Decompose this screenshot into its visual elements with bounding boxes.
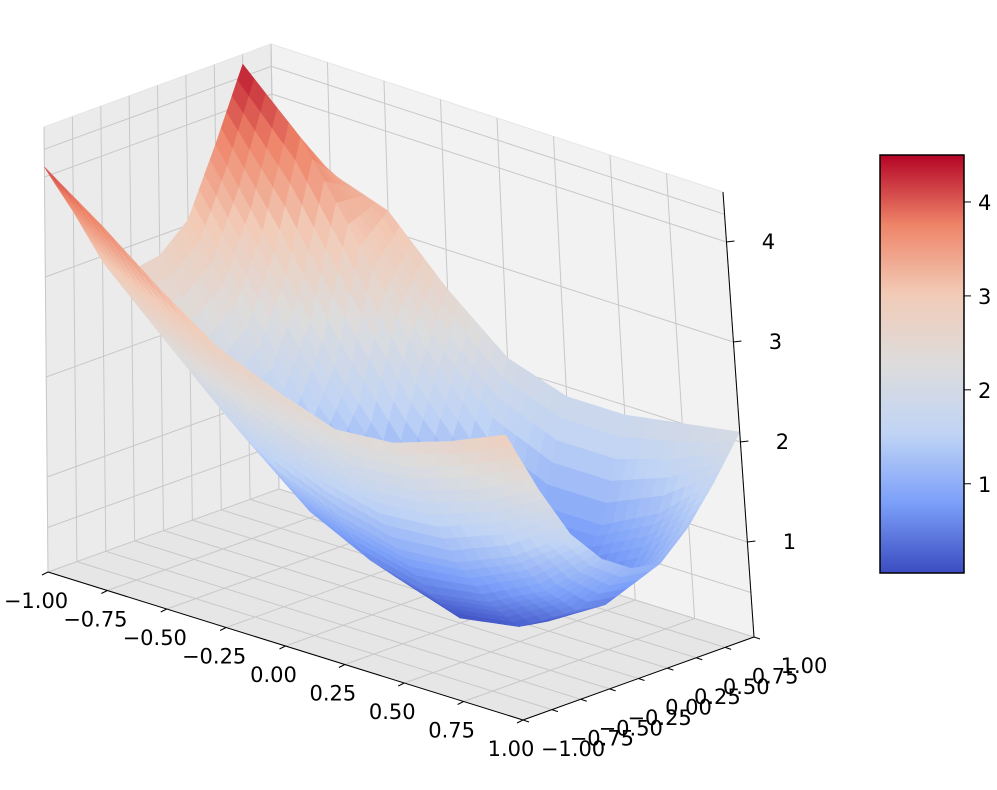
y-gridline [128,95,610,690]
x-tick-label: 1.00 [488,737,535,761]
x-tick [41,571,49,576]
y-tick [667,667,674,671]
y-tick-label: −0.50 [599,716,663,740]
x-tick [338,664,346,668]
x-tick-label: −0.25 [182,645,246,669]
y-tick [551,709,559,713]
y-tick-label: 0.00 [665,696,712,720]
colorbar-tick-label: 3 [978,285,991,309]
y-tick [753,636,761,640]
y-tick [638,678,645,681]
y-tick-label: −0.75 [570,727,634,751]
x-tick-label: −0.75 [63,608,127,632]
z-tick [733,340,742,343]
y-tick [522,719,530,723]
y-tick-label: −1.00 [541,737,605,761]
x-tick [219,627,227,631]
colorbar-tick-label: 2 [978,379,991,403]
y-tick [580,698,587,702]
z-tick [726,240,735,243]
surface-mesh [44,63,741,627]
colorbar-tick-label: 1 [978,473,991,497]
x-tick-label: 0.75 [428,719,475,743]
z-tick-label: 4 [762,230,775,254]
z-tick-label: 3 [769,330,782,354]
x-tick-label: 0.00 [250,663,297,687]
x-tick [516,719,524,724]
y-tick-label: −0.25 [627,706,691,730]
x-tick-label: −0.50 [123,626,187,650]
x-tick [160,608,167,613]
y-tick-label: 0.75 [752,664,799,688]
z-tick-label: 1 [783,530,796,554]
x-tick-label: 0.25 [309,682,356,706]
y-tick-label: 1.00 [781,654,828,678]
surface-facet [494,434,513,448]
x-tick-labels: −1.00−0.75−0.50−0.250.00 0.25 0.50 0.75 1.00 [4,589,535,761]
x-tick [101,590,108,594]
z-axis-line [722,191,755,638]
colorbar-tick-label: 4 [978,191,991,215]
y-tick-label: 0.50 [723,675,770,699]
y-tick-labels: −1.00−0.75−0.50−0.250.000.250.500.751.00 [541,654,828,761]
y-tick [609,688,616,692]
axis-lines [41,191,761,724]
z-gridline [44,65,725,215]
colorbar-gradient [879,154,965,574]
y-gridline [71,116,553,711]
colorbar: 1 2 3 4 [879,154,991,574]
y-tick-label: 0.25 [694,685,741,709]
x-tick [398,682,405,687]
y-gridline [157,85,639,679]
x-tick [279,645,286,650]
y-tick [696,657,703,661]
z-tick [740,440,749,443]
y-tick [724,646,732,650]
x-tick-label: −1.00 [4,589,68,613]
z-gridline [44,93,727,243]
z-tick-labels: 1 2 3 4 [762,230,796,554]
z-tick-label: 2 [776,430,789,454]
x-tick [457,701,464,705]
x-tick-label: 0.50 [369,700,416,724]
z-tick [747,540,756,543]
